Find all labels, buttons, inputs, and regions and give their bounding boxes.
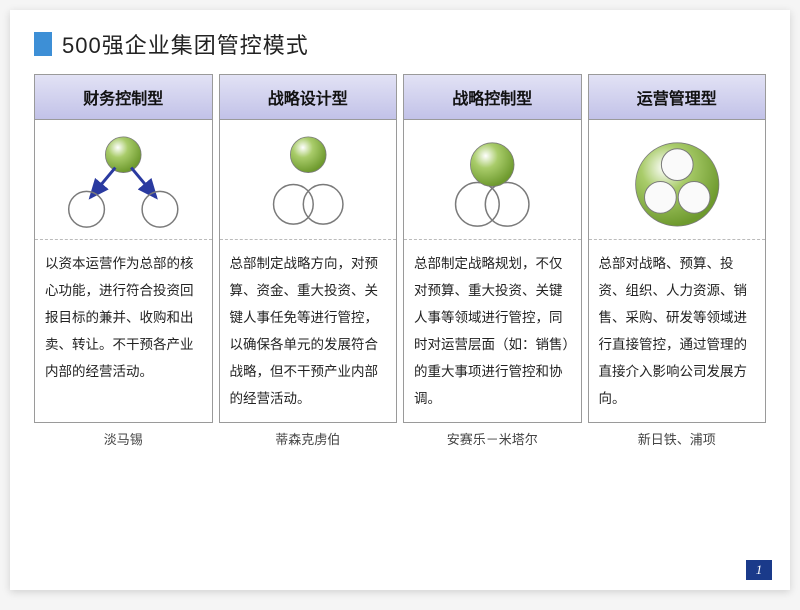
column-body-text: 总部对战略、预算、投资、组织、人力资源、销售、采购、研发等领域进行直接管控，通过… bbox=[589, 240, 766, 422]
column-header: 运营管理型 bbox=[589, 75, 766, 120]
page-title: 500强企业集团管控模式 bbox=[62, 28, 309, 60]
title-accent-block bbox=[34, 32, 52, 56]
page-number-badge: 1 bbox=[746, 560, 772, 580]
column-diagram bbox=[589, 120, 766, 240]
slide: 500强企业集团管控模式 财务控制型 以资本运营作为总部的核心功能，进行符合投资… bbox=[10, 10, 790, 590]
column-footer: 安赛乐－米塔尔 bbox=[403, 423, 582, 450]
column-diagram bbox=[220, 120, 397, 240]
column-footer: 蒂森克虏伯 bbox=[219, 423, 398, 450]
column-body-text: 总部制定战略规划，不仅对预算、重大投资、关键人事等领域进行管控，同时对运营层面（… bbox=[404, 240, 581, 422]
column-1: 战略设计型 总部制定战略方向，对预算、资金、重大投资、关键人事任免等进行管控，以… bbox=[219, 74, 398, 423]
column-body-text: 总部制定战略方向，对预算、资金、重大投资、关键人事任免等进行管控，以确保各单元的… bbox=[220, 240, 397, 422]
column-3: 运营管理型 总部对战略、预算、投资、组织、人力资源、销售、采购、研发等领域进行直… bbox=[588, 74, 767, 423]
column-0: 财务控制型 以资本运营作为总部的核心功能，进行符合投资回报目标的兼并、收购和出卖… bbox=[34, 74, 213, 423]
column-header: 战略控制型 bbox=[404, 75, 581, 120]
column-2: 战略控制型 总部制定战略规划，不仅对预算、重大投资、关键人事等领域进行管控，同时… bbox=[403, 74, 582, 423]
title-row: 500强企业集团管控模式 bbox=[34, 28, 766, 60]
columns-container: 财务控制型 以资本运营作为总部的核心功能，进行符合投资回报目标的兼并、收购和出卖… bbox=[34, 74, 766, 423]
column-header: 战略设计型 bbox=[220, 75, 397, 120]
column-diagram bbox=[404, 120, 581, 240]
column-footer: 新日铁、浦项 bbox=[588, 423, 767, 450]
column-diagram bbox=[35, 120, 212, 240]
column-body-text: 以资本运营作为总部的核心功能，进行符合投资回报目标的兼并、收购和出卖、转让。不干… bbox=[35, 240, 212, 422]
footers-row: 淡马锡蒂森克虏伯安赛乐－米塔尔新日铁、浦项 bbox=[34, 423, 766, 450]
column-header: 财务控制型 bbox=[35, 75, 212, 120]
column-footer: 淡马锡 bbox=[34, 423, 213, 450]
